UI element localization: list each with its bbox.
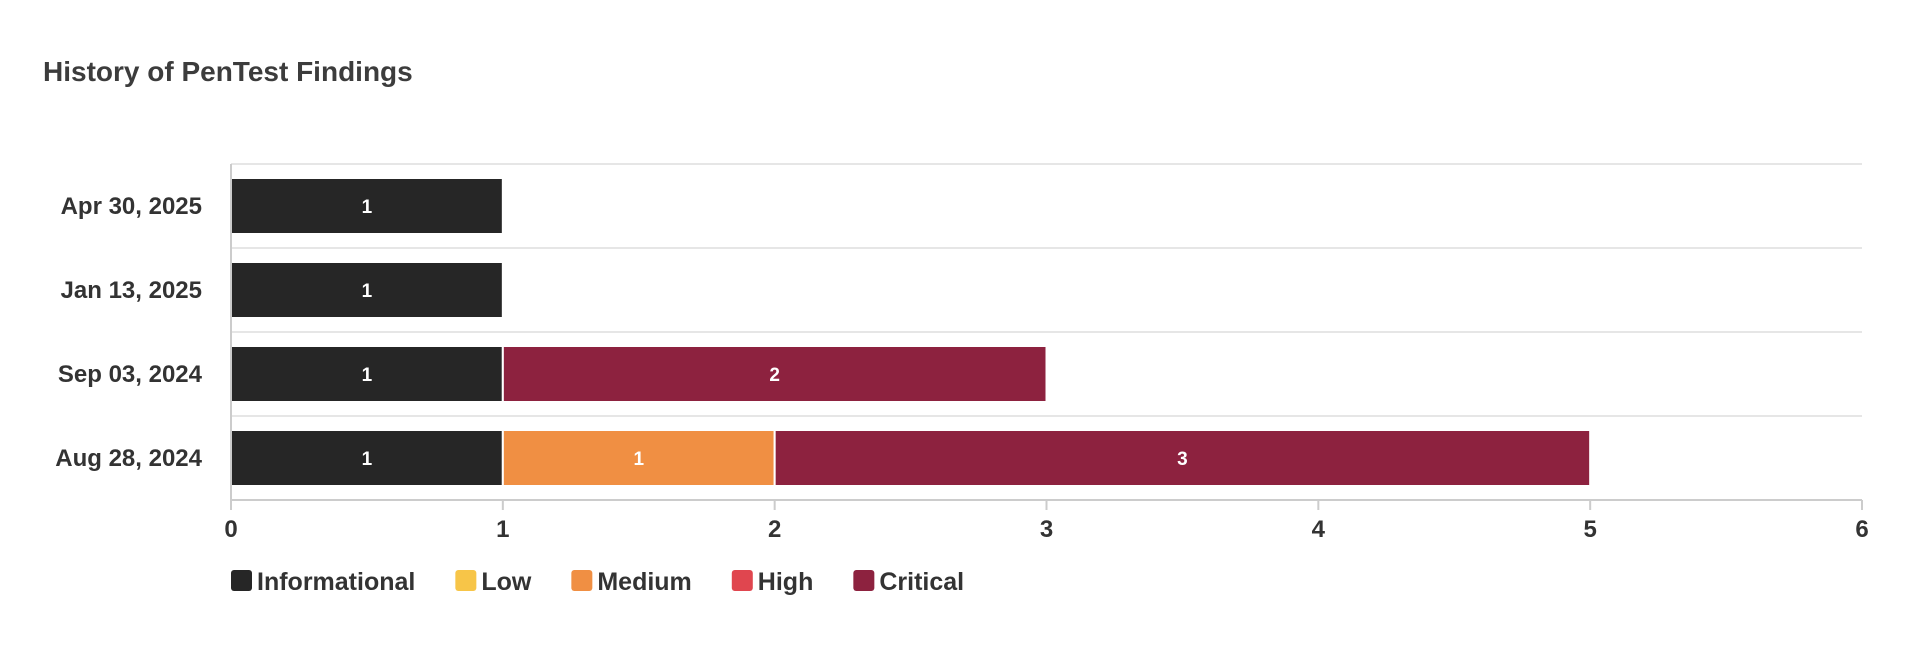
bar-informational-2[interactable]	[230, 345, 504, 403]
legend-label: Medium	[597, 568, 691, 596]
x-tick-label: 4	[1312, 516, 1326, 543]
legend-item-medium[interactable]: Medium	[571, 568, 692, 596]
x-tick-label: 0	[224, 516, 237, 543]
category-label: Aug 28, 2024	[55, 445, 202, 472]
legend-label: Critical	[879, 568, 964, 596]
x-axis: 0 1 2 3 4 5 6	[224, 164, 1869, 543]
chart-title: History of PenTest Findings	[43, 56, 413, 87]
x-tick-label: 2	[768, 516, 781, 543]
legend-label: High	[758, 568, 814, 596]
data-label: 1	[633, 449, 644, 470]
legend-label: Low	[481, 568, 532, 596]
data-label: 1	[362, 365, 373, 386]
legend-swatch	[455, 570, 477, 591]
legend-item-informational[interactable]: Informational	[231, 568, 415, 596]
bar-critical-2[interactable]	[501, 345, 1048, 403]
x-tick-label: 6	[1855, 516, 1868, 543]
legend-swatch	[731, 570, 753, 591]
data-label: 2	[769, 365, 780, 386]
data-label: 1	[362, 197, 373, 218]
x-tick-label: 5	[1583, 516, 1596, 543]
legend-item-high[interactable]: High	[731, 568, 814, 596]
category-label: Sep 03, 2024	[58, 361, 203, 388]
bars: 1 1 1 2 1 1 3	[230, 177, 1592, 487]
category-labels: Apr 30, 2025 Jan 13, 2025 Sep 03, 2024 Aug …	[55, 193, 202, 472]
data-label: 3	[1177, 449, 1188, 470]
x-tick-label: 3	[1040, 516, 1053, 543]
gridlines	[231, 163, 1862, 501]
legend-item-low[interactable]: Low	[455, 568, 532, 596]
legend-swatch	[853, 570, 875, 591]
category-label: Jan 13, 2025	[61, 277, 202, 304]
category-label: Apr 30, 2025	[61, 193, 202, 220]
bar-critical-3[interactable]	[773, 429, 1592, 487]
legend-swatch	[231, 570, 252, 591]
bar-informational-1[interactable]	[230, 261, 504, 319]
legend: Informational Low Medium High Critical	[231, 568, 964, 596]
legend-swatch	[571, 570, 593, 591]
x-tick-label: 1	[496, 516, 509, 543]
data-label: 1	[362, 281, 373, 302]
data-label: 1	[362, 449, 373, 470]
legend-label: Informational	[257, 568, 415, 596]
legend-item-critical[interactable]: Critical	[853, 568, 964, 596]
